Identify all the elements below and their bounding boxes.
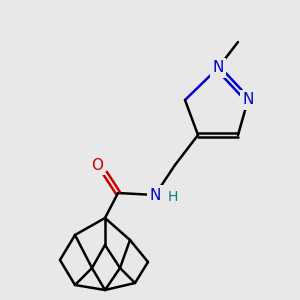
Text: N: N	[149, 188, 161, 202]
Text: H: H	[168, 190, 178, 204]
Text: N: N	[242, 92, 254, 107]
Text: N: N	[212, 61, 224, 76]
Text: O: O	[91, 158, 103, 172]
